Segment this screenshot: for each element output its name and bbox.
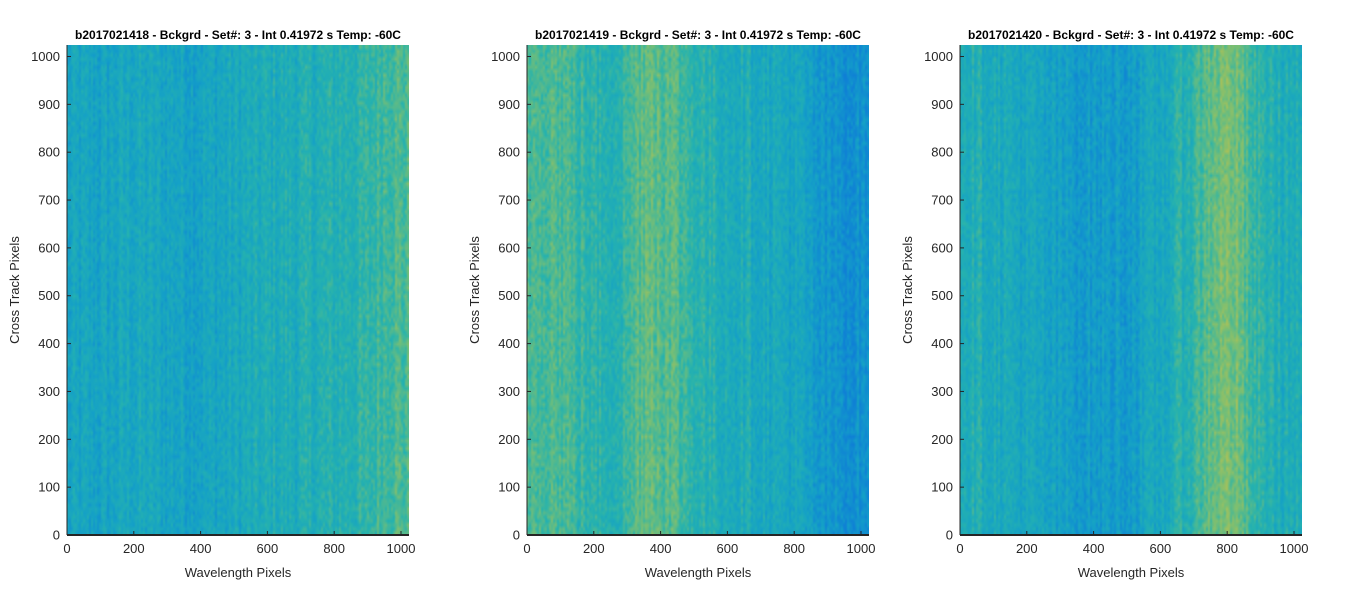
y-tick-label: 0 (53, 528, 60, 543)
y-tick-label: 800 (498, 145, 520, 160)
y-tick-label: 300 (931, 384, 953, 399)
subplot-2-ylabel: Cross Track Pixels (467, 236, 482, 344)
subplot-3-ylabel: Cross Track Pixels (900, 236, 915, 344)
y-tick-label: 900 (498, 97, 520, 112)
heatmap-image (67, 45, 409, 535)
subplot-1-title: b2017021418 - Bckgrd - Set#: 3 - Int 0.4… (75, 28, 401, 42)
x-tick-label: 1000 (1280, 541, 1309, 556)
subplot-2: b2017021419 - Bckgrd - Set#: 3 - Int 0.4… (467, 28, 875, 580)
y-tick-label: 600 (931, 240, 953, 255)
y-tick-label: 300 (38, 384, 60, 399)
y-tick-label: 300 (498, 384, 520, 399)
heatmap-image (527, 45, 869, 535)
y-tick-label: 700 (498, 193, 520, 208)
y-tick-label: 200 (498, 432, 520, 447)
subplot-2-xlabel: Wavelength Pixels (645, 565, 752, 580)
x-tick-label: 600 (717, 541, 739, 556)
y-tick-label: 800 (38, 145, 60, 160)
x-tick-label: 800 (783, 541, 805, 556)
x-tick-label: 800 (1216, 541, 1238, 556)
y-tick-label: 400 (931, 336, 953, 351)
y-tick-label: 1000 (491, 49, 520, 64)
x-tick-label: 1000 (387, 541, 416, 556)
subplot-3-xlabel: Wavelength Pixels (1078, 565, 1185, 580)
y-tick-label: 100 (498, 480, 520, 495)
x-tick-label: 200 (123, 541, 145, 556)
x-tick-label: 400 (650, 541, 672, 556)
y-tick-label: 200 (931, 432, 953, 447)
y-tick-label: 1000 (31, 49, 60, 64)
subplot-1: b2017021418 - Bckgrd - Set#: 3 - Int 0.4… (7, 28, 415, 580)
x-tick-label: 600 (257, 541, 279, 556)
y-tick-label: 600 (498, 240, 520, 255)
x-tick-label: 800 (323, 541, 345, 556)
y-tick-label: 1000 (924, 49, 953, 64)
y-tick-label: 400 (38, 336, 60, 351)
x-tick-label: 400 (190, 541, 212, 556)
x-tick-label: 0 (523, 541, 530, 556)
x-tick-label: 0 (63, 541, 70, 556)
y-tick-label: 0 (946, 528, 953, 543)
subplot-3-title: b2017021420 - Bckgrd - Set#: 3 - Int 0.4… (968, 28, 1294, 42)
y-tick-label: 700 (38, 193, 60, 208)
y-tick-label: 100 (931, 480, 953, 495)
y-tick-label: 0 (513, 528, 520, 543)
y-tick-label: 100 (38, 480, 60, 495)
subplot-1-ylabel: Cross Track Pixels (7, 236, 22, 344)
y-tick-label: 900 (38, 97, 60, 112)
y-tick-label: 500 (931, 288, 953, 303)
y-tick-label: 400 (498, 336, 520, 351)
y-tick-label: 600 (38, 240, 60, 255)
y-tick-label: 500 (498, 288, 520, 303)
x-tick-label: 400 (1083, 541, 1105, 556)
y-tick-label: 200 (38, 432, 60, 447)
heatmap-image (960, 45, 1302, 535)
y-tick-label: 500 (38, 288, 60, 303)
y-tick-label: 700 (931, 193, 953, 208)
subplot-1-xlabel: Wavelength Pixels (185, 565, 292, 580)
subplot-3: b2017021420 - Bckgrd - Set#: 3 - Int 0.4… (900, 28, 1308, 580)
x-tick-label: 0 (956, 541, 963, 556)
x-tick-label: 600 (1150, 541, 1172, 556)
x-tick-label: 1000 (847, 541, 876, 556)
y-tick-label: 900 (931, 97, 953, 112)
x-tick-label: 200 (1016, 541, 1038, 556)
subplot-2-title: b2017021419 - Bckgrd - Set#: 3 - Int 0.4… (535, 28, 861, 42)
y-tick-label: 800 (931, 145, 953, 160)
x-tick-label: 200 (583, 541, 605, 556)
